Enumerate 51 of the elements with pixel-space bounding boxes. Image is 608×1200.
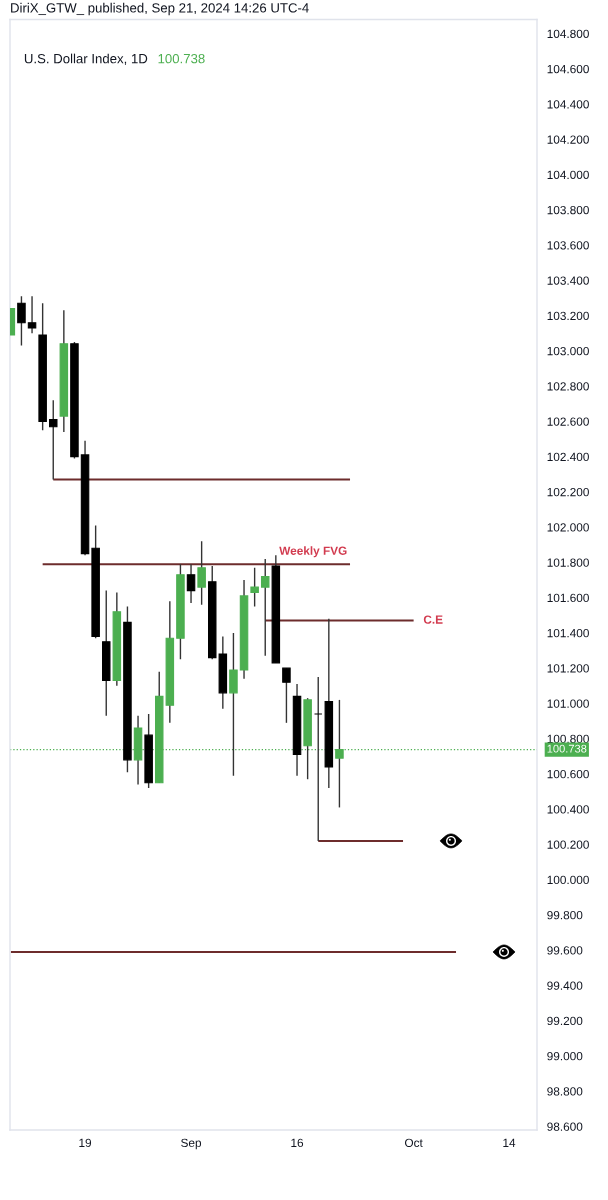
y-tick-label: 100.200 [547,840,589,849]
y-tick-label: 98.800 [547,1087,583,1096]
y-tick-label: 100.600 [547,769,589,779]
x-tick-label: Oct [405,1138,423,1147]
x-tick-label: 19 [79,1138,92,1147]
y-tick-label: 100.800 [547,734,589,744]
y-tick-label: 102.600 [547,417,589,426]
y-tick-label: 99.200 [547,1016,583,1026]
y-tick-label: 99.800 [547,910,583,920]
candlestick [197,540,206,606]
y-tick-label: 104.400 [547,100,589,109]
y-tick-label: 100.400 [547,805,589,814]
y-tick-label: 103.200 [547,311,589,321]
y-tick-label: 104.600 [547,64,589,74]
candlestick [186,563,196,604]
y-tick-label: 104.200 [547,135,589,144]
y-tick-label: 99.400 [547,981,583,990]
y-tick-label: 103.400 [547,276,589,285]
y-tick-label: 102.400 [547,452,589,462]
y-tick-label: 101.400 [547,628,589,638]
x-tick-label: Sep [181,1138,202,1150]
y-tick-label: 102.200 [547,487,589,497]
candlestick [27,295,37,334]
y-tick-label: 98.600 [547,1122,583,1131]
y-tick-label: 101.600 [547,593,589,603]
y-tick-label: 101.200 [547,664,589,673]
x-tick-label: 14 [503,1138,516,1147]
y-tick-label: 100.000 [547,875,589,885]
y-tick-label: 101.000 [547,699,589,708]
y-tick-label: 104.800 [547,29,589,38]
y-tick-label: 102.800 [547,382,589,391]
y-tick-label: 101.800 [547,558,589,567]
candlestick [282,667,291,724]
candlestick [17,295,26,347]
series-label: Weekly FVG [279,546,347,558]
y-tick-label: 102.000 [547,523,589,532]
x-tick-label: 16 [291,1138,304,1147]
y-tick-label: 99.000 [547,1052,583,1061]
y-tick-label: 99.600 [547,946,583,955]
text: DiriX_GTW_ published, Sep 21, 2024 14:26 UTC-4 [11,2,309,16]
candlestick [250,567,259,608]
y-tick-label: 103.600 [547,241,589,250]
candlestick [260,558,270,657]
y-tick-label: 103.800 [547,205,589,215]
candlestick [48,399,58,481]
ref-line-label: 100.738 [547,744,587,753]
text: U.S. Dollar Index, 1D [24,53,148,65]
text: 100.738 [158,53,205,64]
y-tick-label: 104.000 [547,170,589,180]
series-label: C.E [423,615,443,624]
y-tick-label: 103.000 [547,346,589,356]
